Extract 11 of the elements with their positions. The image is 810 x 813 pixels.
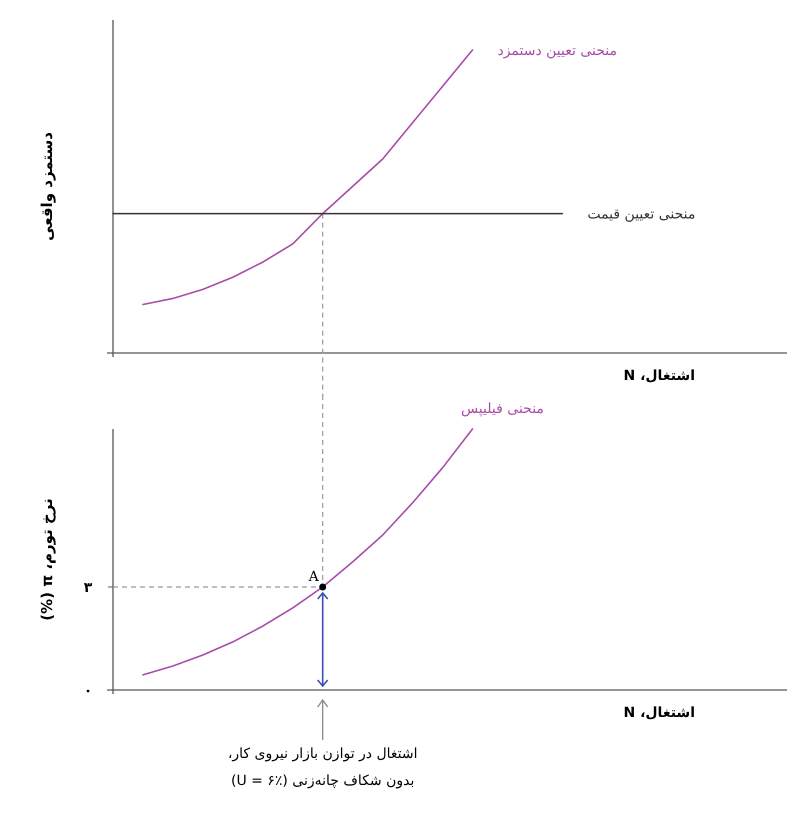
x-axis-title: اشتغال، N: [624, 368, 695, 384]
y-axis-title: نرخ تورم، π (%): [38, 498, 56, 621]
y-tick-label: ۰: [84, 683, 92, 699]
series-label: منحنی تعیین قیمت: [587, 206, 696, 223]
y-tick-label: ۳: [84, 580, 93, 596]
series-label: منحنی تعیین دستمزد: [497, 43, 618, 59]
series-label: منحنی فیلیپس: [460, 401, 544, 417]
annotation: A: [308, 568, 320, 585]
y-axis-title: دستمزد واقعی: [38, 132, 56, 241]
x-axis-title: اشتغال، N: [624, 705, 695, 721]
text: اشتغال در توازن بازار نیروی کار، بدون شکاف چانه‌زنی (U = ۶٪): [228, 746, 418, 789]
